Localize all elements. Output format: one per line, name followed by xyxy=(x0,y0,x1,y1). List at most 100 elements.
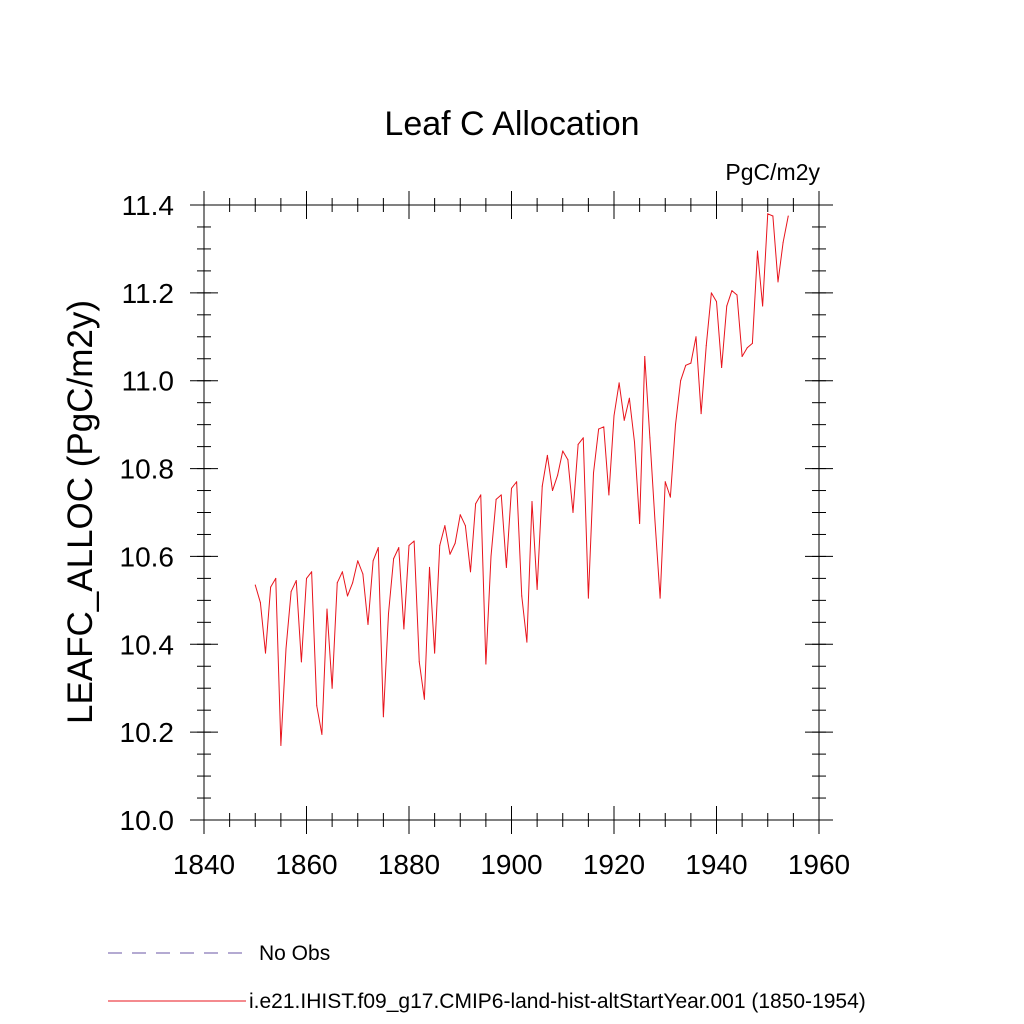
data-point xyxy=(367,624,369,626)
data-point xyxy=(746,347,748,349)
y-axis-label: LEAFC_ALLOC (PgC/m2y) xyxy=(61,300,100,724)
data-point xyxy=(280,744,282,746)
data-point xyxy=(388,613,389,615)
data-point xyxy=(382,716,384,718)
chart-title: Leaf C Allocation xyxy=(384,105,639,143)
data-point xyxy=(757,250,758,252)
x-tick-label: 1940 xyxy=(685,849,747,880)
data-point xyxy=(741,356,743,358)
y-tick-label: 10.6 xyxy=(120,541,175,572)
data-point xyxy=(372,560,374,562)
data-point xyxy=(644,356,646,358)
data-point xyxy=(634,441,635,443)
data-point xyxy=(485,663,487,665)
data-point xyxy=(541,485,543,487)
data-point xyxy=(531,501,533,503)
data-point xyxy=(444,525,446,527)
data-point xyxy=(716,301,717,303)
data-point xyxy=(767,213,769,215)
data-point xyxy=(413,540,415,542)
data-point xyxy=(398,547,400,549)
data-point xyxy=(675,424,676,426)
data-point xyxy=(669,496,671,498)
data-point xyxy=(772,215,774,217)
data-point xyxy=(290,591,292,593)
data-point xyxy=(695,336,697,338)
data-point xyxy=(429,566,430,568)
data-point xyxy=(628,397,630,399)
data-point xyxy=(546,454,548,456)
data-point xyxy=(408,544,410,546)
data-point xyxy=(285,648,287,650)
data-point xyxy=(731,290,733,292)
legend: No Obs i.e21.IHIST.f09_g17.CMIP6-land-hi… xyxy=(108,942,866,1013)
x-tick-label: 1840 xyxy=(173,849,235,880)
data-point xyxy=(572,512,574,513)
data-point xyxy=(782,241,784,243)
data-point xyxy=(306,577,307,579)
y-tick-label: 11.0 xyxy=(122,366,174,397)
data-point xyxy=(762,305,764,307)
data-point xyxy=(265,652,266,654)
x-tick-label: 1960 xyxy=(788,849,850,880)
data-point xyxy=(259,602,261,604)
data-point xyxy=(649,437,651,439)
x-tick-labels: 1840 1860 1880 1900 1920 1940 1960 xyxy=(173,849,850,880)
data-point xyxy=(475,503,477,505)
data-point xyxy=(357,560,359,562)
data-point xyxy=(659,597,661,599)
data-point xyxy=(300,661,302,663)
data-point xyxy=(582,437,584,439)
x-tick-label: 1860 xyxy=(275,849,337,880)
data-point xyxy=(362,573,364,575)
x-tick-label: 1880 xyxy=(378,849,440,880)
data-point xyxy=(690,362,692,364)
data-point xyxy=(454,542,456,544)
data-point xyxy=(295,580,297,582)
data-point xyxy=(321,733,323,735)
data-point xyxy=(459,514,461,516)
data-point xyxy=(326,608,328,610)
data-point xyxy=(434,652,436,654)
data-point xyxy=(562,450,564,452)
x-tick-label: 1920 xyxy=(583,849,645,880)
data-point xyxy=(618,382,620,384)
data-point xyxy=(254,584,256,586)
legend-model-label: i.e21.IHIST.f09_g17.CMIP6-land-hist-altS… xyxy=(249,990,866,1013)
units-label: PgC/m2y xyxy=(725,159,820,185)
data-point xyxy=(680,380,682,382)
data-point xyxy=(751,342,753,344)
data-point xyxy=(439,544,441,546)
data-point xyxy=(418,661,420,663)
data-point xyxy=(557,474,559,476)
data-point xyxy=(311,571,313,573)
data-point xyxy=(347,595,348,597)
data-point xyxy=(552,490,553,492)
data-point xyxy=(710,292,712,294)
data-point xyxy=(480,494,482,496)
data-point xyxy=(608,494,610,496)
data-point xyxy=(705,345,707,347)
y-tick-label: 10.8 xyxy=(120,454,175,485)
data-point xyxy=(736,294,738,296)
data-point xyxy=(403,628,405,630)
data-point xyxy=(623,419,625,421)
data-point xyxy=(377,547,379,549)
data-point xyxy=(685,364,687,366)
y-tick-label: 11.2 xyxy=(122,278,174,309)
data-point xyxy=(777,281,779,283)
data-point xyxy=(593,472,594,474)
y-tick-label: 10.2 xyxy=(120,717,175,748)
data-point xyxy=(521,595,523,597)
data-point xyxy=(577,443,579,445)
data-point xyxy=(270,586,272,588)
data-point xyxy=(336,582,338,584)
series-layer xyxy=(254,213,789,746)
data-point xyxy=(598,428,600,430)
data-point xyxy=(787,215,789,217)
data-point xyxy=(536,588,538,590)
data-point xyxy=(449,553,451,555)
data-point xyxy=(587,597,589,599)
major-ticks xyxy=(190,191,833,834)
